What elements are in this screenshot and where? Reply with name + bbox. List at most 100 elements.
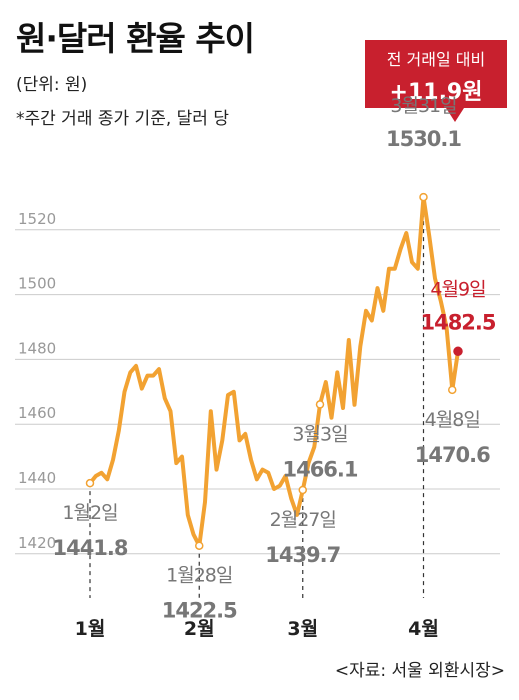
source-note: <자료: 서울 외환시장> [334,661,505,681]
x-tick-label: 4월 [408,618,439,640]
annotation-dot [453,346,463,357]
data-point [376,287,379,289]
annotation-date: 1월28일 [166,565,232,587]
data-point [256,478,258,480]
annotation-value: 1466.1 [282,457,357,481]
data-point [411,261,413,263]
data-point [169,410,172,412]
y-tick-label: 1520 [18,210,56,228]
data-point [118,430,120,432]
y-tick-label: 1500 [18,275,56,293]
data-point [388,268,390,270]
x-tick-label: 3월 [287,618,318,640]
x-tick-label: 1월 [75,618,106,640]
data-point [250,459,252,461]
y-tick-label: 1480 [18,339,56,357]
annotation-date: 2월27일 [270,509,336,531]
data-point [417,268,419,270]
data-point [100,472,103,474]
data-point [175,462,177,464]
data-point [313,446,315,448]
data-point [215,468,218,471]
data-point [204,501,206,503]
data-point [227,394,229,396]
data-point [267,472,269,474]
data-point [244,433,246,435]
callout-pointer [446,108,464,122]
data-point [440,300,442,302]
data-point [307,462,310,464]
x-tick-label: 2월 [184,618,215,640]
annotations-group: 1월2일 1441.8 1월28일 1422.5 2월27일 1439.7 3월3일 1466… [52,95,496,623]
annotation-dot [448,385,457,395]
data-point [359,345,361,348]
annotation-date: 1월2일 [62,502,117,524]
data-point [123,391,126,393]
data-point [152,375,154,377]
data-point [382,310,384,312]
x-axis-ticks: 1월 2월 3월 4월 [75,618,439,640]
annotation-value: 1441.8 [52,536,127,560]
data-point [394,268,396,270]
callout-label: 전 거래일 대비 [386,50,486,69]
annotation-date: 4월8일 [425,409,480,431]
annotation-value: 1482.5 [420,310,495,334]
data-point [273,488,275,490]
data-point [238,439,241,441]
data-point [158,368,160,370]
data-point [353,404,356,406]
y-tick-label: 1420 [18,534,56,552]
data-point [336,371,338,373]
data-point [342,407,344,409]
data-point [112,459,114,461]
callout-value: +11.9원 [389,80,483,105]
data-point [296,514,298,516]
y-axis-ticks: 1420 1440 1460 1480 1500 1520 [18,210,56,552]
data-point [348,339,350,341]
month-guides [89,197,425,598]
data-point [181,456,183,458]
data-point [405,232,407,234]
series-group [88,195,460,548]
series-line [88,195,460,548]
annotation-value: 1439.7 [265,543,340,567]
data-point [325,381,327,383]
annotation-date: 3월31일 [390,95,456,117]
data-point [290,498,292,500]
data-point [221,439,223,441]
annotation-dot [195,541,204,550]
data-point [146,375,149,377]
data-point [365,310,367,312]
annotation-date: 3월3일 [292,423,347,445]
y-tick-label: 1460 [18,404,56,422]
data-point [210,410,212,412]
data-point [428,235,430,237]
annotation-dot [298,485,307,495]
basis-note: *주간 거래 종가 기준, 달러 당 [16,109,229,129]
data-point [279,485,281,487]
data-point [371,319,373,322]
data-point [192,533,195,535]
data-point [164,397,166,399]
data-point [187,514,189,516]
annotation-dot [85,478,95,488]
data-point [135,365,137,367]
annotation-date: 4월9일 [430,278,485,300]
annotation-value: 1530.1 [386,127,461,151]
unit-note: (단위: 원) [16,75,88,95]
y-tick-label: 1440 [18,469,56,487]
data-point [399,248,402,250]
annotation-dot [419,192,428,202]
data-point [233,391,235,393]
data-point [445,326,448,328]
data-point [95,475,97,477]
data-point [284,475,287,477]
change-callout: 전 거래일 대비 +11.9원 [365,40,507,108]
annotation-value: 1422.5 [162,599,237,623]
data-point [261,468,264,471]
data-point [434,277,436,279]
data-point [330,417,333,419]
data-point [106,478,108,480]
data-point [129,371,131,373]
